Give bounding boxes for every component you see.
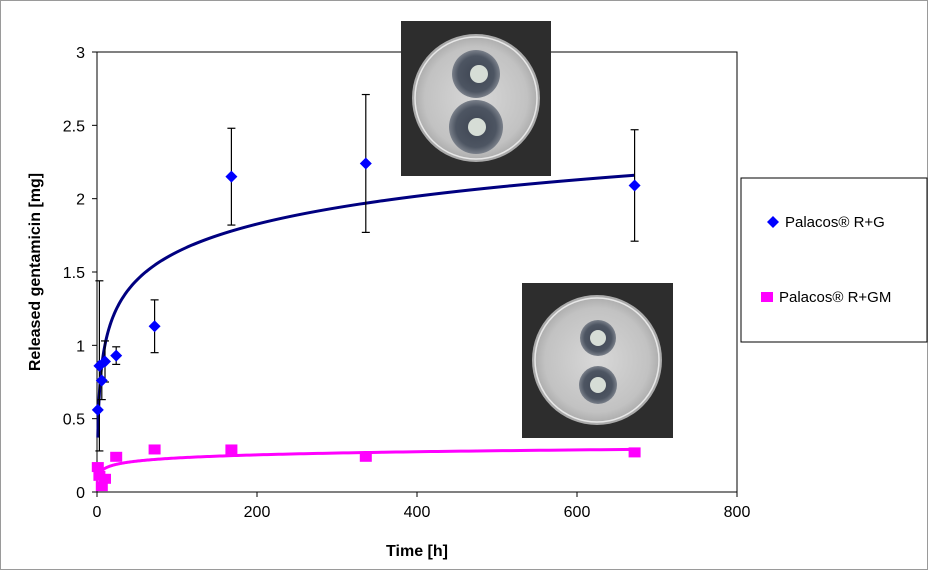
data-point-rg bbox=[110, 349, 123, 362]
legend-label-rgm: Palacos® R+GM bbox=[779, 289, 891, 306]
data-point-rgm bbox=[95, 481, 108, 492]
y-tick-label: 3 bbox=[76, 45, 85, 62]
x-axis-title: Time [h] bbox=[386, 543, 448, 560]
x-tick-label: 600 bbox=[564, 504, 591, 521]
x-tick-label: 400 bbox=[404, 504, 431, 521]
legend-marker-rgm bbox=[761, 292, 773, 302]
inset-photo-top bbox=[401, 21, 551, 176]
inset-photo-bottom bbox=[522, 283, 673, 438]
data-point-rg bbox=[225, 170, 238, 183]
data-point-rg bbox=[148, 320, 161, 333]
y-axis: 0 0.5 1 1.5 2 2.5 3 bbox=[63, 45, 97, 502]
y-tick-label: 2.5 bbox=[63, 118, 85, 135]
data-point-rgm bbox=[99, 473, 111, 484]
data-point-rgm bbox=[91, 462, 104, 473]
data-point-rg bbox=[91, 403, 104, 416]
y-axis-title: Released gentamicin [mg] bbox=[27, 173, 44, 371]
y-tick-label: 1 bbox=[76, 338, 85, 355]
x-tick-label: 0 bbox=[93, 504, 102, 521]
data-point-rg bbox=[99, 355, 111, 368]
legend: Palacos® R+G Palacos® R+GM bbox=[740, 177, 928, 343]
y-tick-label: 0 bbox=[76, 485, 85, 502]
x-tick-label: 800 bbox=[724, 504, 751, 521]
data-point-rgm bbox=[110, 451, 123, 462]
x-tick-label: 200 bbox=[244, 504, 271, 521]
legend-label-rg: Palacos® R+G bbox=[785, 214, 885, 231]
y-tick-label: 1.5 bbox=[63, 265, 85, 282]
data-point-rg bbox=[95, 374, 108, 387]
data-point-rgm bbox=[359, 451, 372, 462]
data-point-rgm bbox=[148, 444, 161, 455]
data-points bbox=[91, 157, 641, 492]
data-point-rg bbox=[628, 179, 641, 192]
data-point-rg bbox=[359, 157, 372, 170]
legend-marker-rg bbox=[767, 216, 779, 228]
y-tick-label: 0.5 bbox=[63, 412, 85, 429]
x-axis: 0 200 400 600 800 bbox=[93, 492, 751, 521]
data-point-rgm bbox=[225, 444, 238, 455]
data-point-rgm bbox=[628, 447, 641, 458]
y-tick-label: 2 bbox=[76, 192, 85, 209]
